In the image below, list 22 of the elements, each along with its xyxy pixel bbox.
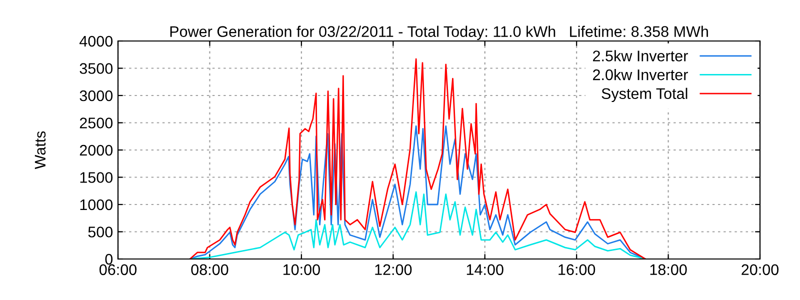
x-tick-label: 16:00 — [558, 264, 596, 276]
x-tick-label: 08:00 — [191, 264, 228, 276]
y-tick-label: 3500 — [80, 63, 113, 74]
y-tick-label: 3000 — [80, 90, 113, 102]
legend-label: System Total — [602, 88, 688, 102]
y-tick-label: 500 — [88, 226, 113, 238]
y-tick-label: 2000 — [80, 144, 113, 156]
y-tick-label: 2500 — [80, 118, 113, 128]
y-tick-label: 1000 — [80, 199, 113, 210]
x-tick-label: 18:00 — [650, 264, 687, 276]
y-axis-title: Watts — [34, 131, 46, 170]
x-tick-label: 06:00 — [99, 264, 137, 276]
chart-title: Power Generation for 03/22/2011 - Total Today: 11.0 kWh Lifetime: 8.358 MWh — [170, 26, 708, 40]
y-tick-label: 0 — [105, 254, 113, 265]
legend-label: 2.5kw Inverter — [593, 50, 688, 62]
x-tick-label: 12:00 — [375, 264, 412, 276]
y-tick-label: 1500 — [80, 172, 113, 183]
x-tick-label: 20:00 — [742, 264, 779, 276]
legend-label: 2.0kw Inverter — [593, 68, 688, 80]
x-tick-label: 14:00 — [466, 264, 504, 276]
x-tick-label: 10:00 — [283, 264, 320, 276]
y-tick-label: 4000 — [80, 36, 113, 47]
